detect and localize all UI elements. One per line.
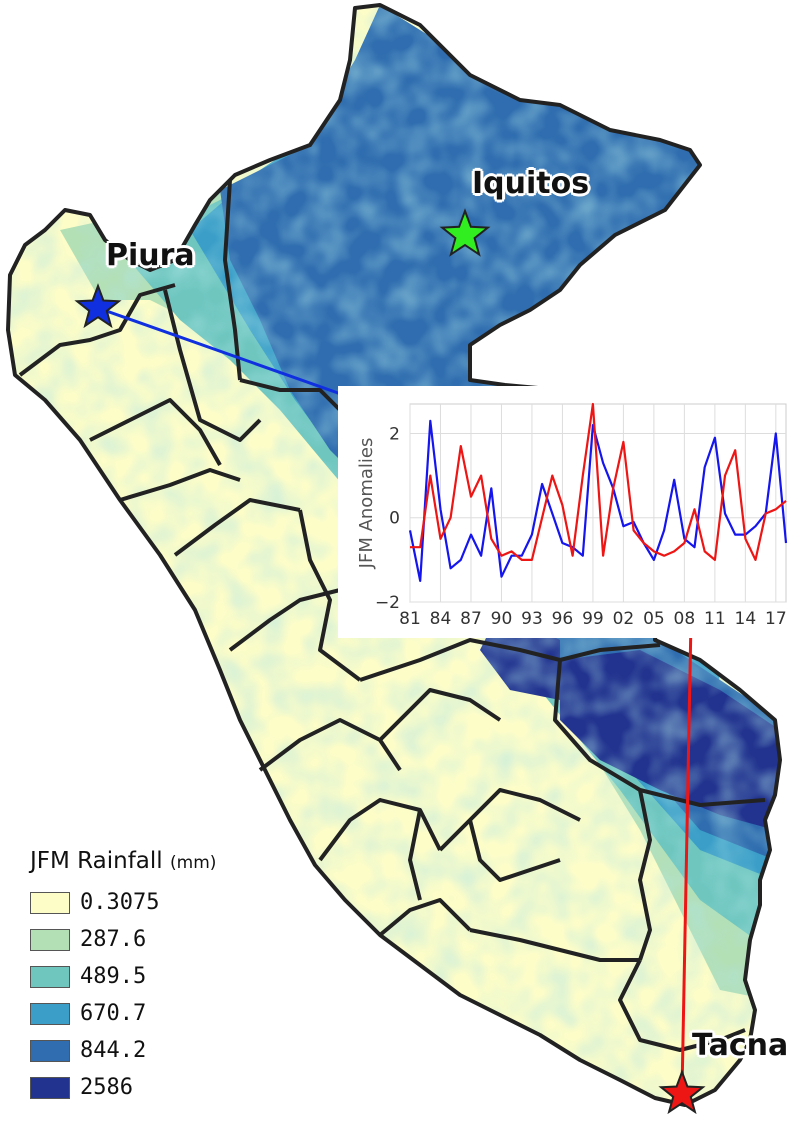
legend-item: 0.3075 <box>30 884 216 921</box>
region-border <box>119 468 241 502</box>
legend-title-text: JFM Rainfall <box>30 848 163 874</box>
legend-label: 489.5 <box>80 964 147 989</box>
x-tick-label: 99 <box>582 609 604 629</box>
legend-item: 287.6 <box>30 921 216 958</box>
region-border <box>559 643 661 662</box>
region-border <box>239 378 342 412</box>
legend-label: 670.7 <box>80 1001 147 1026</box>
region-border <box>89 398 222 466</box>
x-tick-label: 08 <box>674 609 696 629</box>
x-tick-label: 17 <box>765 609 787 629</box>
legend-label: 0.3075 <box>80 890 160 915</box>
red-star-icon <box>658 1069 706 1115</box>
tacna-arrow-line <box>680 567 694 1093</box>
legend-swatch <box>30 928 70 951</box>
region-border <box>468 819 561 882</box>
x-tick-label: 14 <box>735 609 757 629</box>
region-border <box>618 959 746 1052</box>
region-border <box>173 498 301 557</box>
region-border <box>408 809 422 901</box>
series-line-1 <box>410 402 787 561</box>
y-tick-label: −2 <box>375 593 400 613</box>
region-border <box>18 283 176 377</box>
x-tick-label: 93 <box>521 609 543 629</box>
x-tick-label: 90 <box>491 609 513 629</box>
x-tick-label: 84 <box>430 609 452 629</box>
x-tick-label: 02 <box>613 609 635 629</box>
legend-swatch <box>30 1002 70 1025</box>
region-border <box>359 638 561 682</box>
city-label-iquitos: Iquitos <box>472 166 590 201</box>
legend-label: 2586 <box>80 1075 133 1100</box>
region-borders <box>6 3 782 1107</box>
legend-item: 844.2 <box>30 1032 216 1069</box>
region-border <box>318 798 442 862</box>
city-label-piura: Piura <box>106 238 195 273</box>
city-label-tacna: Tacna <box>692 1028 789 1063</box>
region-border <box>553 659 766 807</box>
city-markers <box>74 208 706 1115</box>
x-tick-label: 81 <box>399 609 421 629</box>
y-tick-label: 2 <box>389 424 400 444</box>
rainfall-legend: JFM Rainfall (mm) 0.3075 287.6 489.5 670.7 8… <box>30 848 216 1106</box>
legend-item: 489.5 <box>30 958 216 995</box>
y-tick-label: 0 <box>389 509 400 529</box>
legend-items: 0.3075 287.6 489.5 670.7 844.2 2586 <box>30 884 216 1106</box>
series-line-0 <box>408 419 788 582</box>
region-border <box>469 928 640 962</box>
legend-label: 287.6 <box>80 927 147 952</box>
blue-star-icon <box>74 283 122 329</box>
x-tick-label: 87 <box>460 609 482 629</box>
region-border <box>163 289 262 442</box>
legend-item: 670.7 <box>30 995 216 1032</box>
region-border <box>223 179 242 381</box>
legend-swatch <box>30 965 70 988</box>
x-tick-label: 11 <box>704 609 726 629</box>
region-border <box>378 688 502 742</box>
legend-swatch <box>30 1076 70 1099</box>
green-star-icon <box>439 208 491 257</box>
region-border <box>378 898 472 937</box>
legend-title: JFM Rainfall (mm) <box>30 848 216 874</box>
anomaly-chart-panel: 81 84 87 90 93 96 99 02 05 08 11 14 17 −2 0 2 JFM Anomal… <box>338 386 796 638</box>
legend-item: 2586 <box>30 1069 216 1106</box>
region-border <box>638 789 652 961</box>
country-outline <box>6 3 782 1107</box>
y-axis-label: JFM Anomalies <box>356 438 377 570</box>
region-border <box>298 509 362 682</box>
x-tick-label: 05 <box>643 609 665 629</box>
legend-swatch <box>30 891 70 914</box>
region-border <box>258 718 402 772</box>
legend-swatch <box>30 1039 70 1062</box>
x-tick-label: 96 <box>552 609 574 629</box>
legend-label: 844.2 <box>80 1038 147 1063</box>
region-border <box>438 788 581 852</box>
legend-unit: (mm) <box>170 853 217 873</box>
